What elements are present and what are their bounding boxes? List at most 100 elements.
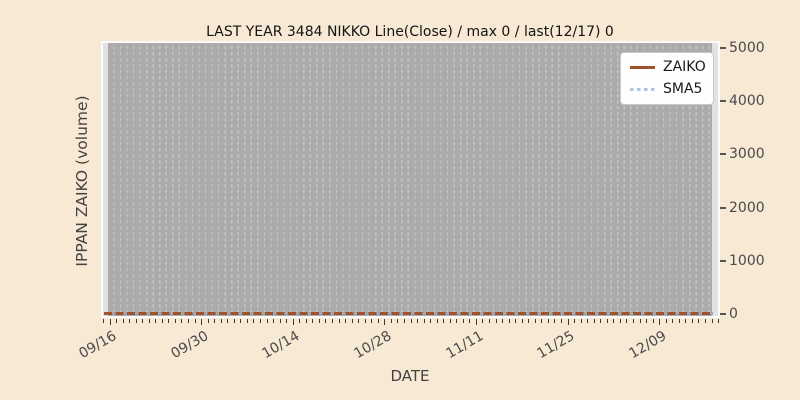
x-minor-tick-mark bbox=[593, 319, 595, 323]
x-minor-tick-mark bbox=[528, 319, 530, 323]
x-tick-label: 11/25 bbox=[534, 328, 578, 363]
x-minor-tick-mark bbox=[227, 319, 229, 323]
x-minor-tick-mark bbox=[188, 319, 190, 323]
x-minor-tick-mark bbox=[711, 319, 713, 323]
x-minor-tick-mark bbox=[672, 319, 674, 323]
x-minor-tick-mark bbox=[443, 319, 445, 323]
x-tick-label: 09/30 bbox=[168, 328, 212, 363]
x-minor-tick-mark bbox=[423, 319, 425, 323]
x-minor-tick-mark bbox=[489, 319, 491, 323]
x-major-tick-mark bbox=[384, 319, 386, 325]
x-minor-tick-mark bbox=[482, 319, 484, 323]
x-minor-tick-mark bbox=[541, 319, 543, 323]
x-minor-tick-mark bbox=[534, 319, 536, 323]
x-major-tick-mark bbox=[292, 319, 294, 325]
x-minor-tick-mark bbox=[390, 319, 392, 323]
y-axis-label: IPPAN ZAIKO (volume) bbox=[73, 95, 91, 267]
x-minor-tick-mark bbox=[174, 319, 176, 323]
x-minor-tick-mark bbox=[214, 319, 216, 323]
x-minor-tick-mark bbox=[194, 319, 196, 323]
legend-item-zaiko: ZAIKO bbox=[630, 59, 706, 75]
x-minor-tick-mark bbox=[207, 319, 209, 323]
x-minor-tick-mark bbox=[286, 319, 288, 323]
x-minor-tick-mark bbox=[403, 319, 405, 323]
x-major-tick-mark bbox=[201, 319, 203, 325]
y-tick-label: 1000 bbox=[729, 252, 765, 269]
x-minor-tick-mark bbox=[639, 319, 641, 323]
x-minor-tick-mark bbox=[273, 319, 275, 323]
x-minor-tick-mark bbox=[135, 319, 137, 323]
zaiko-line-swatch-icon bbox=[630, 66, 655, 69]
x-minor-tick-mark bbox=[619, 319, 621, 323]
x-tick-label: 09/16 bbox=[76, 328, 120, 363]
chart-title: LAST YEAR 3484 NIKKO Line(Close) / max 0… bbox=[206, 24, 614, 40]
x-minor-tick-mark bbox=[678, 319, 680, 323]
x-minor-tick-mark bbox=[377, 319, 379, 323]
x-minor-tick-mark bbox=[266, 319, 268, 323]
x-minor-tick-mark bbox=[122, 319, 124, 323]
x-minor-tick-mark bbox=[600, 319, 602, 323]
x-minor-tick-mark bbox=[632, 319, 634, 323]
x-minor-tick-mark bbox=[547, 319, 549, 323]
x-minor-tick-mark bbox=[338, 319, 340, 323]
y-tick-mark bbox=[720, 47, 726, 49]
legend: ZAIKO SMA5 bbox=[620, 52, 714, 105]
x-minor-tick-mark bbox=[305, 319, 307, 323]
plot-area bbox=[101, 41, 720, 318]
x-minor-tick-mark bbox=[698, 319, 700, 323]
x-tick-label: 10/28 bbox=[351, 328, 395, 363]
x-axis-label: DATE bbox=[390, 367, 430, 385]
y-tick-label: 5000 bbox=[729, 40, 765, 56]
x-minor-tick-mark bbox=[691, 319, 693, 323]
x-minor-tick-mark bbox=[502, 319, 504, 323]
x-minor-tick-mark bbox=[155, 319, 157, 323]
legend-label: ZAIKO bbox=[663, 59, 706, 75]
x-minor-tick-mark bbox=[587, 319, 589, 323]
x-minor-tick-mark bbox=[351, 319, 353, 323]
y-tick-label: 0 bbox=[729, 306, 738, 322]
x-minor-tick-mark bbox=[331, 319, 333, 323]
x-minor-tick-mark bbox=[325, 319, 327, 323]
x-minor-tick-mark bbox=[181, 319, 183, 323]
x-minor-tick-mark bbox=[580, 319, 582, 323]
y-tick-mark bbox=[720, 259, 726, 262]
x-minor-tick-mark bbox=[665, 319, 667, 323]
x-minor-tick-mark bbox=[515, 319, 517, 323]
x-minor-tick-mark bbox=[626, 319, 628, 323]
x-minor-tick-mark bbox=[142, 319, 144, 323]
x-minor-tick-mark bbox=[704, 319, 706, 323]
legend-label: SMA5 bbox=[663, 81, 703, 97]
x-minor-tick-mark bbox=[358, 319, 360, 323]
sma5-line-swatch-icon bbox=[630, 88, 655, 91]
x-minor-tick-mark bbox=[554, 319, 556, 323]
y-tick-label: 3000 bbox=[729, 146, 765, 163]
y-tick-label: 2000 bbox=[729, 199, 765, 216]
x-minor-tick-mark bbox=[652, 319, 654, 323]
x-minor-tick-mark bbox=[364, 319, 366, 323]
x-minor-tick-mark bbox=[240, 319, 242, 323]
x-minor-tick-mark bbox=[279, 319, 281, 323]
y-tick-mark bbox=[720, 100, 726, 103]
x-minor-tick-mark bbox=[613, 319, 615, 323]
zaiko-sma5-zero-line bbox=[104, 312, 713, 315]
x-minor-tick-mark bbox=[508, 319, 510, 323]
x-major-tick-mark bbox=[567, 319, 569, 325]
x-minor-tick-mark bbox=[129, 319, 131, 323]
x-minor-tick-mark bbox=[574, 319, 576, 323]
x-minor-tick-mark bbox=[456, 319, 458, 323]
y-tick-label: 4000 bbox=[729, 93, 765, 110]
x-minor-tick-mark bbox=[371, 319, 373, 323]
x-minor-tick-mark bbox=[102, 319, 104, 323]
x-minor-tick-mark bbox=[260, 319, 261, 323]
x-minor-tick-mark bbox=[521, 319, 523, 323]
x-minor-tick-mark bbox=[148, 319, 150, 323]
x-minor-tick-mark bbox=[246, 319, 248, 323]
x-major-tick-mark bbox=[659, 319, 661, 325]
x-minor-tick-mark bbox=[233, 319, 235, 323]
x-tick-label: 12/09 bbox=[626, 328, 670, 363]
y-tick-mark bbox=[720, 206, 726, 209]
x-minor-tick-mark bbox=[253, 319, 255, 323]
x-minor-tick-mark bbox=[299, 319, 301, 323]
x-minor-tick-mark bbox=[116, 319, 118, 323]
